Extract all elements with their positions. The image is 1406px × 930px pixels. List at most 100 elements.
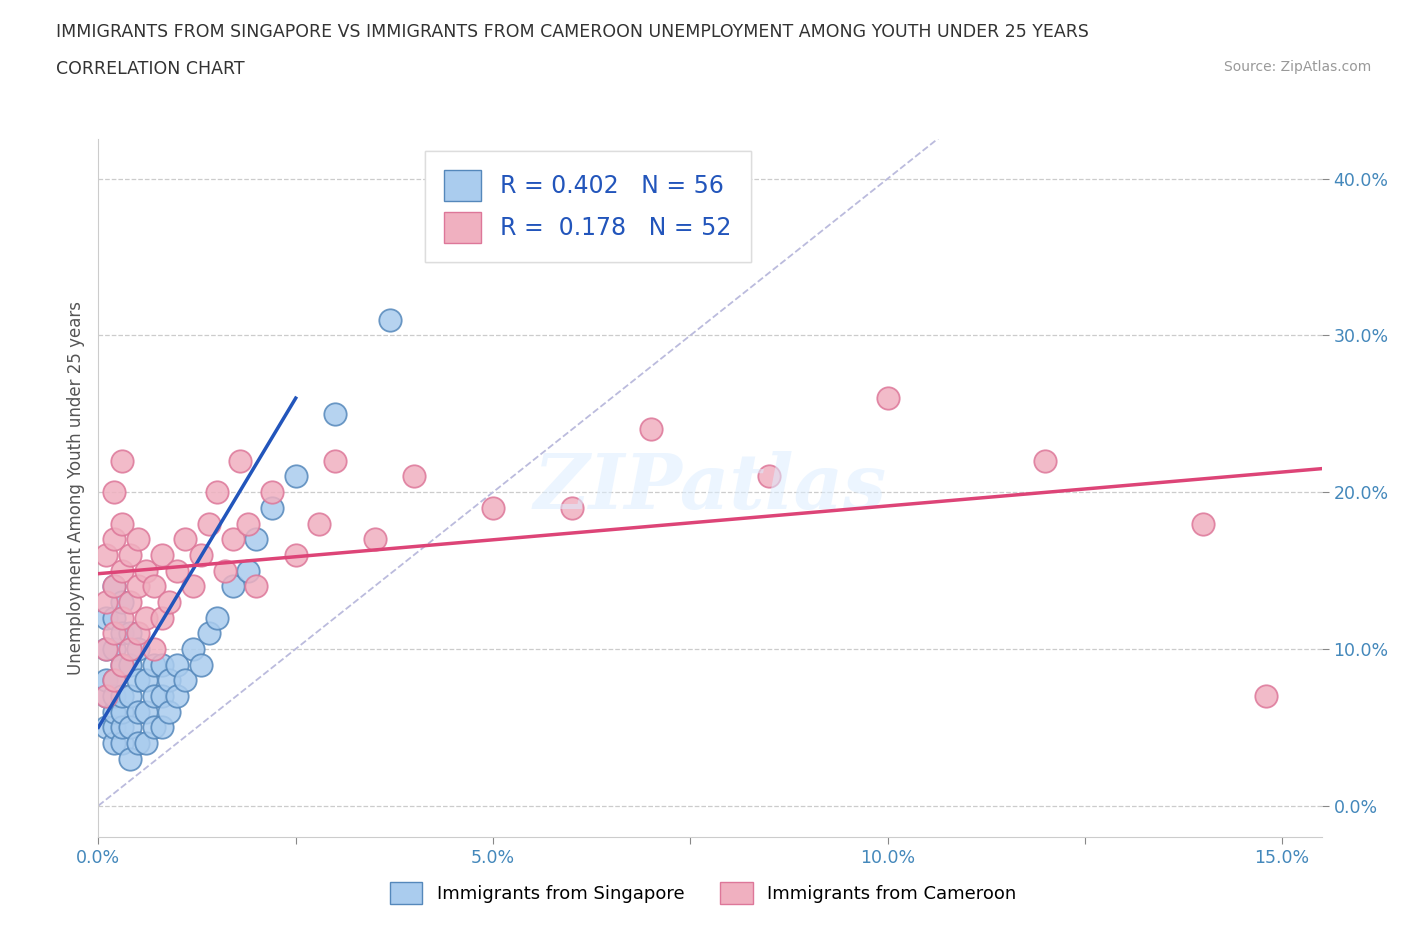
Point — [103, 704, 125, 719]
Point — [876, 391, 898, 405]
Point — [245, 532, 267, 547]
Point — [221, 532, 243, 547]
Point — [284, 469, 307, 484]
Point — [198, 626, 221, 641]
Point — [96, 688, 118, 703]
Legend: Immigrants from Singapore, Immigrants from Cameroon: Immigrants from Singapore, Immigrants fr… — [382, 875, 1024, 911]
Point — [142, 720, 165, 735]
Point — [150, 658, 173, 672]
Point — [103, 578, 125, 593]
Point — [159, 672, 181, 687]
Point — [111, 704, 134, 719]
Point — [205, 485, 228, 499]
Point — [1256, 688, 1278, 703]
Point — [465, 219, 488, 233]
Point — [150, 610, 173, 625]
Point — [103, 720, 125, 735]
Point — [404, 469, 426, 484]
Point — [96, 688, 118, 703]
Point — [135, 563, 157, 578]
Point — [111, 736, 134, 751]
Point — [127, 642, 149, 657]
Point — [166, 563, 188, 578]
Point — [214, 563, 236, 578]
Point — [1192, 516, 1215, 531]
Point — [96, 548, 118, 563]
Point — [103, 578, 125, 593]
Point — [174, 672, 197, 687]
Point — [127, 578, 149, 593]
Point — [127, 736, 149, 751]
Point — [323, 454, 346, 469]
Point — [111, 658, 134, 672]
Point — [111, 610, 134, 625]
Point — [245, 578, 267, 593]
Point — [221, 578, 243, 593]
Point — [260, 485, 283, 499]
Point — [127, 532, 149, 547]
Point — [96, 642, 118, 657]
Point — [103, 672, 125, 687]
Point — [118, 658, 141, 672]
Point — [198, 516, 221, 531]
Point — [111, 563, 134, 578]
Point — [142, 658, 165, 672]
Point — [118, 548, 141, 563]
Point — [150, 548, 173, 563]
Point — [118, 642, 141, 657]
Point — [135, 672, 157, 687]
Point — [118, 720, 141, 735]
Point — [238, 563, 260, 578]
Point — [482, 500, 505, 515]
Y-axis label: Unemployment Among Youth under 25 years: Unemployment Among Youth under 25 years — [66, 301, 84, 675]
Text: Source: ZipAtlas.com: Source: ZipAtlas.com — [1223, 60, 1371, 74]
Point — [96, 672, 118, 687]
Point — [111, 454, 134, 469]
Point — [135, 736, 157, 751]
Point — [111, 516, 134, 531]
Point — [103, 688, 125, 703]
Point — [103, 485, 125, 499]
Point — [111, 658, 134, 672]
Point — [142, 688, 165, 703]
Point — [363, 532, 385, 547]
Point — [103, 642, 125, 657]
Point — [159, 704, 181, 719]
Point — [118, 688, 141, 703]
Point — [166, 658, 188, 672]
Point — [103, 610, 125, 625]
Point — [190, 658, 212, 672]
Point — [135, 704, 157, 719]
Point — [308, 516, 330, 531]
Point — [103, 672, 125, 687]
Point — [640, 422, 662, 437]
Point — [758, 469, 780, 484]
Point — [96, 720, 118, 735]
Point — [174, 532, 197, 547]
Point — [127, 626, 149, 641]
Point — [150, 720, 173, 735]
Point — [135, 610, 157, 625]
Point — [111, 626, 134, 641]
Point — [181, 578, 204, 593]
Point — [229, 454, 252, 469]
Point — [118, 751, 141, 766]
Point — [96, 610, 118, 625]
Point — [103, 736, 125, 751]
Point — [181, 642, 204, 657]
Point — [103, 626, 125, 641]
Text: ZIPatlas: ZIPatlas — [533, 451, 887, 525]
Point — [1035, 454, 1057, 469]
Point — [111, 594, 134, 609]
Point — [96, 594, 118, 609]
Text: IMMIGRANTS FROM SINGAPORE VS IMMIGRANTS FROM CAMEROON UNEMPLOYMENT AMONG YOUTH U: IMMIGRANTS FROM SINGAPORE VS IMMIGRANTS … — [56, 23, 1090, 41]
Point — [260, 500, 283, 515]
Point — [127, 704, 149, 719]
Point — [190, 548, 212, 563]
Point — [238, 516, 260, 531]
Point — [323, 406, 346, 421]
Point — [205, 610, 228, 625]
Point — [96, 642, 118, 657]
Point — [103, 532, 125, 547]
Point — [166, 688, 188, 703]
